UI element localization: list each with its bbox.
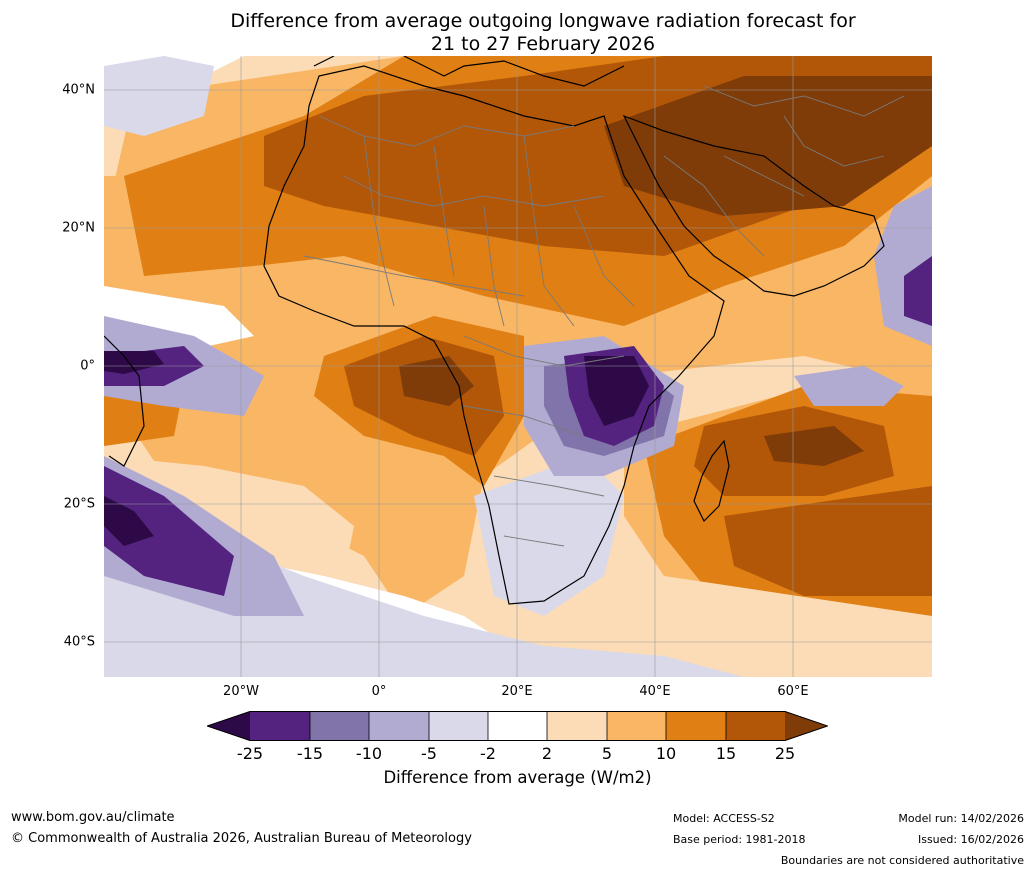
chart-title: Difference from average outgoing longwav… xyxy=(0,10,1035,56)
band-neg-5-2-north-atlantic xyxy=(104,56,214,136)
lon-label-20e: 20°E xyxy=(501,684,533,699)
footer-copyright: © Commonwealth of Australia 2026, Austra… xyxy=(11,831,472,846)
band-lt-25-southwest xyxy=(104,496,154,546)
colorbar-outline xyxy=(207,711,828,741)
footer-base-period: Base period: 1981-2018 xyxy=(673,833,806,846)
coastlines xyxy=(104,56,885,605)
band-lt-25-lakes xyxy=(584,356,649,426)
colorbar-tick: -10 xyxy=(355,744,383,763)
lat-label-40s: 40°S xyxy=(63,634,95,650)
anomaly-map xyxy=(104,56,932,677)
band-gt25-congo xyxy=(399,356,474,406)
colorbar-swatch-15-25 xyxy=(726,711,785,741)
colorbar-tick: 10 xyxy=(655,744,677,763)
colorbar-swatch--25--15 xyxy=(250,711,310,741)
lat-label-20s: 20°S xyxy=(63,496,95,512)
band-neg-5-2-southern-africa xyxy=(474,456,624,616)
lon-label-60e: 60°E xyxy=(777,684,809,699)
band-neg-5-2-south-atlantic xyxy=(104,496,744,677)
lon-label-40e: 40°E xyxy=(639,684,671,699)
footer-disclaimer: Boundaries are not considered authoritat… xyxy=(780,854,1024,867)
band-15-25-southeast xyxy=(724,486,932,596)
colorbar-tick: -15 xyxy=(296,744,324,763)
footer-issued: Issued: 16/02/2026 xyxy=(917,833,1024,846)
colorbar-swatch--5--2 xyxy=(429,711,488,741)
footer-url[interactable]: www.bom.gov.au/climate xyxy=(11,810,175,825)
europe-coast xyxy=(313,56,625,87)
band-neg-10-5-indian xyxy=(794,366,904,406)
graticule xyxy=(104,56,932,677)
band-gt25-indian xyxy=(764,426,864,466)
lat-label-40n: 40°N xyxy=(62,82,95,98)
title-line-2: 21 to 27 February 2026 xyxy=(430,33,656,55)
colorbar-swatch-10-15 xyxy=(666,711,726,741)
band-2-5-southeast xyxy=(644,576,932,677)
lat-label-20n: 20°N xyxy=(62,220,95,236)
colorbar-tick: 2 xyxy=(541,744,553,763)
country-borders xyxy=(303,85,905,547)
title-line-1: Difference from average outgoing longwav… xyxy=(230,10,856,32)
colorbar-swatch--10--5 xyxy=(369,711,429,741)
lon-label-0: 0° xyxy=(371,684,387,699)
anomaly-field xyxy=(104,56,932,677)
colorbar-tick: -5 xyxy=(421,744,437,763)
footer-model-run: Model run: 14/02/2026 xyxy=(898,812,1024,825)
arabia-coast xyxy=(622,114,885,297)
africa-coast xyxy=(263,65,725,605)
lon-label-20w: 20°W xyxy=(223,684,259,699)
footer-model: Model: ACCESS-S2 xyxy=(673,812,775,825)
band-neg-25-15-southwest xyxy=(104,466,234,596)
colorbar-swatch-gt-25 xyxy=(785,711,828,741)
colorbar xyxy=(207,711,828,741)
band-lt-25-atlantic xyxy=(104,351,164,374)
colorbar-tick: -2 xyxy=(480,744,496,763)
colorbar-swatch-2-5 xyxy=(547,711,607,741)
band-neg-25-15-somali xyxy=(904,256,932,326)
colorbar-title: Difference from average (W/m2) xyxy=(383,768,652,787)
colorbar-tick: 25 xyxy=(774,744,796,763)
colorbar-swatch-5-10 xyxy=(607,711,666,741)
madagascar-coast xyxy=(693,439,730,523)
colorbar-swatch--15--10 xyxy=(310,711,369,741)
lat-label-0: 0° xyxy=(80,358,95,374)
colorbar-swatch-lt-25 xyxy=(207,711,250,741)
colorbar-swatch--2-2 xyxy=(488,711,547,741)
colorbar-tick: -25 xyxy=(236,744,264,763)
colorbar-tick: 5 xyxy=(601,744,613,763)
colorbar-tick: 15 xyxy=(715,744,737,763)
west-iberia xyxy=(104,335,145,467)
